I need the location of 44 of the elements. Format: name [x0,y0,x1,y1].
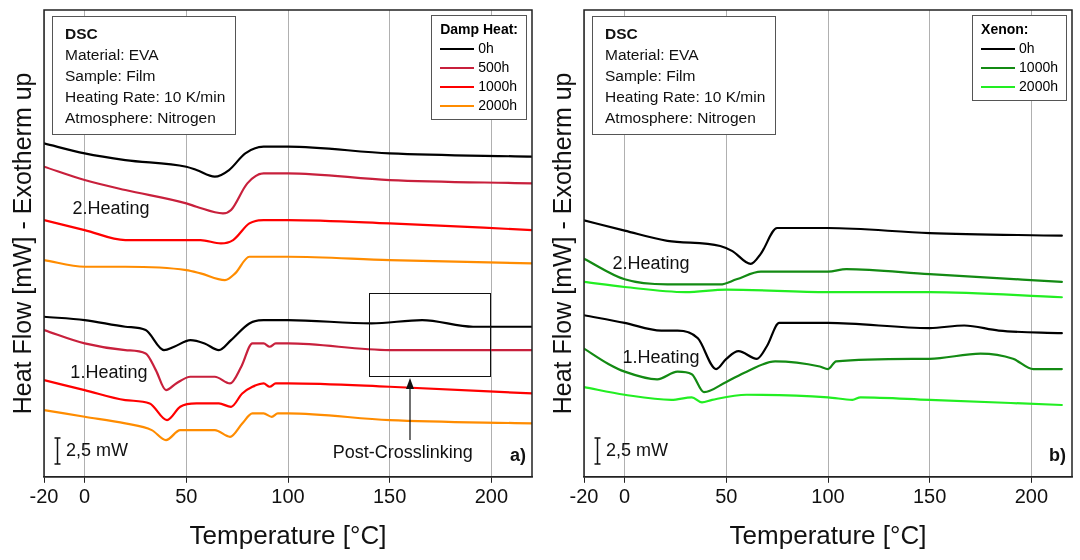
text: Atmosphere: Nitrogen [65,108,217,128]
legend-label: 2000h [1018,77,1058,96]
annotation: Post-Crosslinking [332,442,473,463]
text: Atmosphere: Nitrogen [605,108,757,128]
annotation: 2,5 mW [65,440,128,461]
legend-label: 500h [477,58,511,77]
y-axis-title: Heat Flow [mW] - Exotherm up [7,72,36,415]
x-axis-title: Temperature [°C] [729,519,927,550]
x-tick-label: 0 [79,485,91,508]
y-axis-title: Heat Flow [mW] - Exotherm up [547,72,576,415]
x-tick-label: 100 [271,485,305,508]
annotation: a) [509,444,526,465]
text: Material: EVA [65,45,160,65]
x-tick-label: -20 [569,485,599,508]
x-tick-label: 150 [912,485,947,508]
text: Material: EVA [605,45,700,65]
x-tick-label: 150 [372,485,407,508]
legend-label: 1000h [477,77,518,96]
legend-title: Damp Heat: [440,20,518,39]
text: DSC [65,24,99,44]
text: Sample: Film [605,66,697,86]
x-tick-label: 50 [175,485,198,508]
legend-title: Xenon: [981,20,1030,39]
x-tick-label: 200 [474,485,509,508]
text: Heating Rate: 10 K/min [605,87,766,107]
annotation: 1.Heating [70,361,148,382]
legend-label: 0h [1018,39,1036,58]
annotation: 1.Heating [622,347,700,368]
x-tick-label: -20 [29,485,59,508]
text: Heating Rate: 10 K/min [65,87,226,107]
legend-label: 1000h [1018,58,1058,77]
legend-label: 2000h [477,96,518,115]
text: DSC [605,24,639,44]
legend-label: 0h [477,39,495,58]
x-tick-label: 0 [619,485,631,508]
x-tick-label: 50 [715,485,738,508]
annotation: 2,5 mW [605,440,668,461]
annotation: 2.Heating [612,252,690,273]
annotation: 2.Heating [72,198,150,219]
text: Sample: Film [65,66,157,86]
annotation: b) [1049,444,1066,465]
x-axis-title: Temperature [°C] [189,519,387,550]
x-tick-label: 100 [811,485,845,508]
x-tick-label: 200 [1014,485,1049,508]
